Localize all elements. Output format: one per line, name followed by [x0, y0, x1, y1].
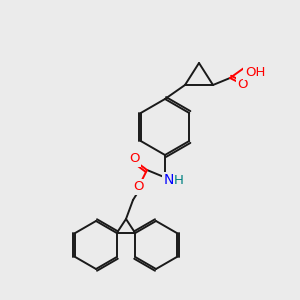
Text: H: H: [174, 173, 184, 187]
Text: O: O: [133, 181, 143, 194]
Text: O: O: [238, 77, 248, 91]
Text: OH: OH: [245, 65, 265, 79]
Text: O: O: [129, 152, 139, 166]
Text: N: N: [164, 173, 174, 187]
